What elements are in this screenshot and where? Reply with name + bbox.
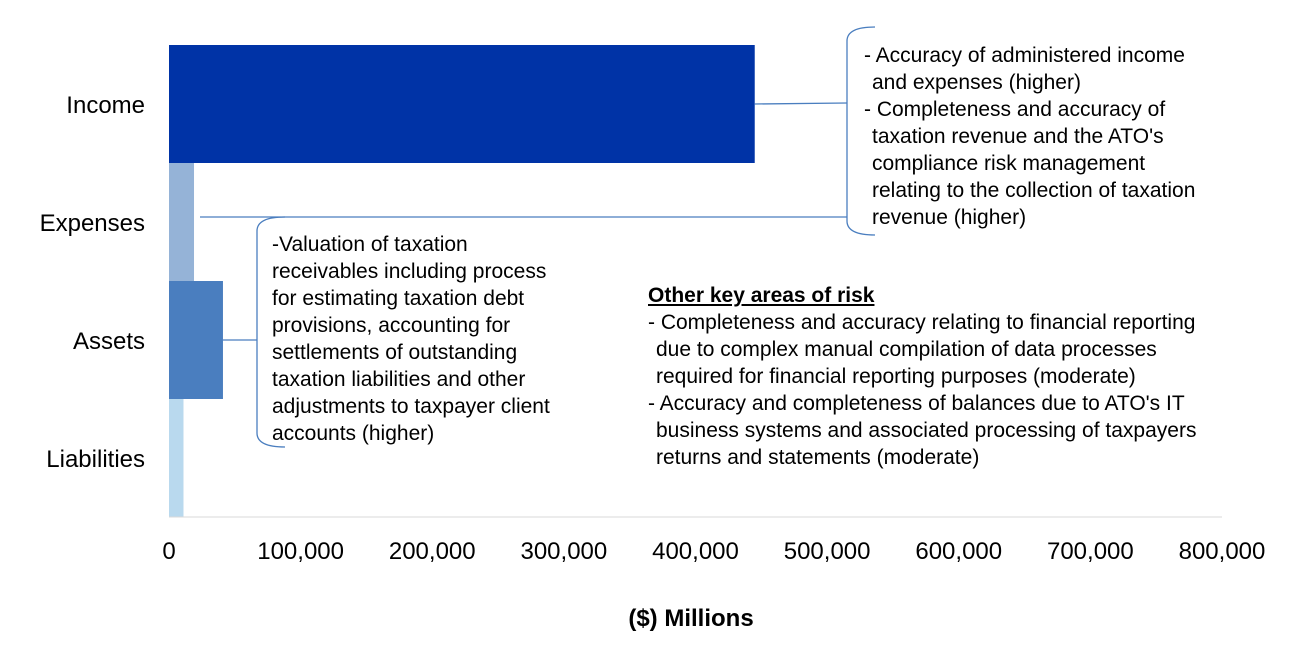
risk-note-line: taxation revenue and the ATO's <box>872 125 1164 148</box>
x-tick-label: 200,000 <box>389 538 476 565</box>
assets-bracket <box>256 216 286 448</box>
risk-note-line: - Completeness and accuracy of <box>864 98 1166 121</box>
income-connector-line <box>754 102 848 105</box>
risk-note-line: returns and statements (moderate) <box>656 446 980 469</box>
x-tick-label: 700,000 <box>1047 538 1134 565</box>
category-label-assets: Assets <box>73 328 145 355</box>
bar-income <box>169 45 755 163</box>
category-labels: Income Expenses Assets Liabilities <box>40 92 145 473</box>
assets-risk-note: -Valuation of taxation receivables inclu… <box>272 231 550 447</box>
x-tick-label: 500,000 <box>784 538 871 565</box>
risk-note-line: compliance risk management <box>872 152 1146 175</box>
risk-note-line: relating to the collection of taxation <box>872 179 1196 202</box>
x-tick-label: 600,000 <box>915 538 1002 565</box>
risk-note-line: business systems and associated processi… <box>656 419 1197 442</box>
risk-note-line: provisions, accounting for <box>272 314 511 337</box>
risk-note-line: required for financial reporting purpose… <box>656 365 1136 388</box>
x-tick-label: 100,000 <box>257 538 344 565</box>
risk-note-line: receivables including process <box>272 260 547 283</box>
income-expenses-bracket <box>846 26 876 236</box>
risk-note-line: taxation liabilities and other <box>272 368 526 391</box>
category-label-income: Income <box>66 92 145 119</box>
other-risks-heading: Other key areas of risk <box>648 284 875 307</box>
bar-assets <box>169 281 223 399</box>
other-key-risks-note: Other key areas of risk - Completeness a… <box>648 282 1196 471</box>
income-expenses-risk-note: - Accuracy of administered income and ex… <box>864 42 1195 231</box>
risk-note-line: adjustments to taxpayer client <box>272 395 550 418</box>
category-label-liabilities: Liabilities <box>46 446 145 473</box>
annotation-connectors <box>200 26 876 448</box>
x-tick-label: 400,000 <box>652 538 739 565</box>
risk-note-line: due to complex manual compilation of dat… <box>656 338 1157 361</box>
x-axis-title: ($) Millions <box>628 605 753 632</box>
risk-note-line: revenue (higher) <box>872 206 1027 229</box>
bars-layer <box>169 45 755 517</box>
risk-note-line: - Completeness and accuracy relating to … <box>648 311 1196 334</box>
x-tick-label: 0 <box>162 538 175 565</box>
risk-note-line: and expenses (higher) <box>872 71 1081 94</box>
risk-note-line: for estimating taxation debt <box>272 287 525 310</box>
risk-note-line: - Accuracy and completeness of balances … <box>648 392 1185 415</box>
risk-note-line: -Valuation of taxation <box>272 233 468 256</box>
risk-note-line: - Accuracy of administered income <box>864 44 1185 67</box>
x-tick-labels: 0 100,000 200,000 300,000 400,000 500,000 600,… <box>162 538 1265 565</box>
bar-liabilities <box>169 399 184 517</box>
risk-note-line: accounts (higher) <box>272 422 435 445</box>
x-tick-label: 800,000 <box>1179 538 1266 565</box>
category-label-expenses: Expenses <box>40 210 145 237</box>
x-tick-label: 300,000 <box>520 538 607 565</box>
bar-expenses <box>169 163 195 281</box>
risk-note-line: settlements of outstanding <box>272 341 518 364</box>
